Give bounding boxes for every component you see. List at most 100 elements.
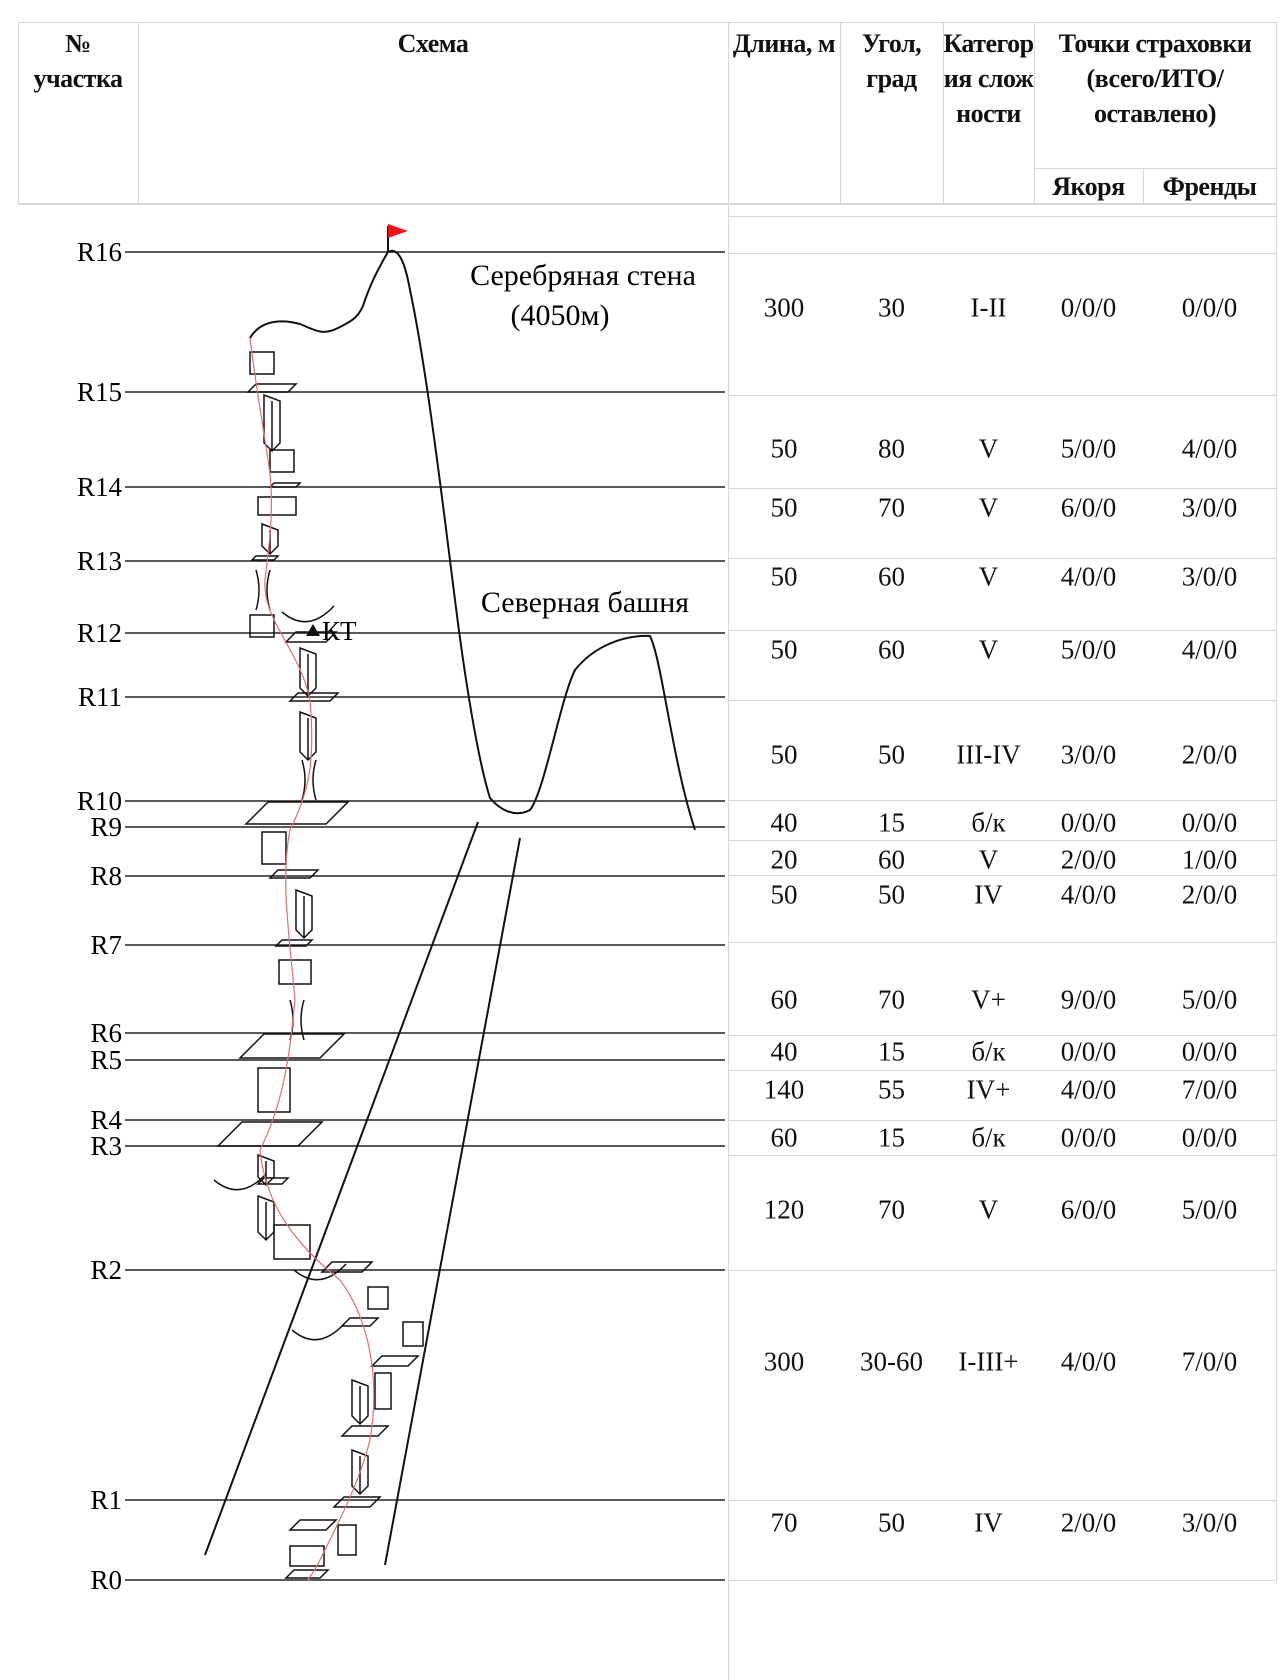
rock-slab-icon (367, 1286, 389, 1310)
row-divider (728, 1155, 1276, 1156)
cell-category: V (978, 433, 999, 464)
cell-anchors: 0/0/0 (1060, 1122, 1117, 1153)
silver-wall-outline (249, 249, 696, 831)
row-divider (728, 1500, 1276, 1501)
rock-slab-icon (402, 1321, 424, 1347)
row-divider (728, 875, 1276, 876)
cell-anchors: 6/0/0 (1060, 492, 1117, 523)
row-divider (728, 1270, 1276, 1271)
cell-category: IV+ (966, 1074, 1011, 1105)
cell-friends: 3/0/0 (1181, 561, 1238, 592)
rock-slab-icon (249, 614, 275, 638)
cell-anchors: 4/0/0 (1060, 1074, 1117, 1105)
section-label: R13 (77, 546, 122, 576)
rock-slab-icon (337, 1524, 357, 1556)
table-border (728, 22, 729, 1680)
rock-slab-icon (269, 449, 295, 473)
row-divider (728, 1070, 1276, 1071)
section-label: R5 (90, 1045, 122, 1075)
overhang-icon (281, 605, 335, 623)
tower-label: Северная башня (481, 586, 689, 619)
cell-friends: 3/0/0 (1181, 1507, 1238, 1538)
cell-length: 120 (763, 1194, 805, 1225)
section-label: R16 (77, 237, 122, 267)
rock-slab-icon (249, 351, 275, 375)
cell-category: V+ (971, 984, 1006, 1015)
section-label: R15 (77, 377, 122, 407)
ledge-icon (216, 1121, 324, 1147)
section-label: R9 (90, 812, 122, 842)
rock-slab-icon (261, 831, 287, 865)
row-divider (728, 488, 1276, 489)
header-protection: Точки страховки (всего/ИТО/оставлено) (1058, 29, 1252, 128)
cell-anchors: 9/0/0 (1060, 984, 1117, 1015)
couloir-right-line (384, 837, 521, 1566)
cell-length: 50 (770, 433, 798, 464)
cell-length: 300 (763, 1346, 805, 1377)
ledge-icon (370, 1355, 420, 1367)
cell-category: б/к (971, 1122, 1006, 1153)
table-border (18, 22, 19, 204)
cell-angle: 60 (878, 844, 905, 875)
rock-slab-icon (374, 1372, 392, 1410)
dihedral-icon (299, 646, 317, 698)
cell-friends: 5/0/0 (1181, 1194, 1238, 1225)
rock-slab-icon (289, 1545, 325, 1567)
couloir-left-line (204, 821, 479, 1556)
cell-friends: 4/0/0 (1181, 433, 1238, 464)
cell-length: 40 (770, 807, 798, 838)
cell-category: б/к (971, 1036, 1006, 1067)
overhang-icon (291, 1323, 345, 1341)
chimney-icon (301, 759, 317, 801)
cell-category: V (978, 634, 999, 665)
cell-category: V (978, 492, 999, 523)
row-divider (728, 700, 1276, 701)
row-divider (728, 253, 1276, 254)
cell-friends: 4/0/0 (1181, 634, 1238, 665)
section-label: R4 (90, 1105, 122, 1135)
ledge-icon (244, 801, 350, 825)
cell-angle: 70 (878, 984, 905, 1015)
cell-length: 50 (770, 492, 798, 523)
cell-angle: 60 (878, 634, 905, 665)
table-border (1034, 168, 1276, 169)
section-label: R14 (77, 472, 123, 502)
cell-length: 300 (763, 292, 805, 323)
table-border (18, 203, 1276, 205)
cell-friends: 1/0/0 (1181, 844, 1238, 875)
cell-angle: 55 (878, 1074, 905, 1105)
cell-category: IV (974, 879, 1003, 910)
section-label: R7 (90, 930, 122, 960)
cell-length: 60 (770, 1122, 798, 1153)
cell-anchors: 4/0/0 (1060, 1346, 1117, 1377)
cell-length: 50 (770, 739, 798, 770)
header-friends: Френды (1162, 172, 1257, 201)
cell-category: III-IV (956, 739, 1021, 770)
cell-length: 50 (770, 634, 798, 665)
cell-angle: 70 (878, 492, 905, 523)
cell-friends: 7/0/0 (1181, 1074, 1238, 1105)
row-divider (728, 216, 1276, 217)
dihedral-icon (263, 393, 281, 453)
cell-category: V (978, 1194, 999, 1225)
row-divider (728, 942, 1276, 943)
summit-flag-icon (388, 224, 408, 238)
table-border (1143, 168, 1144, 204)
dihedral-icon (295, 888, 313, 940)
ledge-icon (340, 1317, 380, 1327)
section-label: R0 (90, 1565, 122, 1595)
cell-anchors: 0/0/0 (1060, 1036, 1117, 1067)
overhang-icon (213, 1173, 267, 1191)
control-point-icon (306, 624, 320, 636)
cell-angle: 50 (878, 1507, 905, 1538)
cell-length: 50 (770, 561, 798, 592)
cell-anchors: 6/0/0 (1060, 1194, 1117, 1225)
ledge-icon (274, 939, 314, 947)
cell-anchors: 5/0/0 (1060, 634, 1117, 665)
section-label: R3 (90, 1131, 122, 1161)
ledge-icon (288, 692, 340, 702)
ledge-icon (332, 1496, 382, 1508)
cell-length: 50 (770, 879, 798, 910)
cell-friends: 5/0/0 (1181, 984, 1238, 1015)
